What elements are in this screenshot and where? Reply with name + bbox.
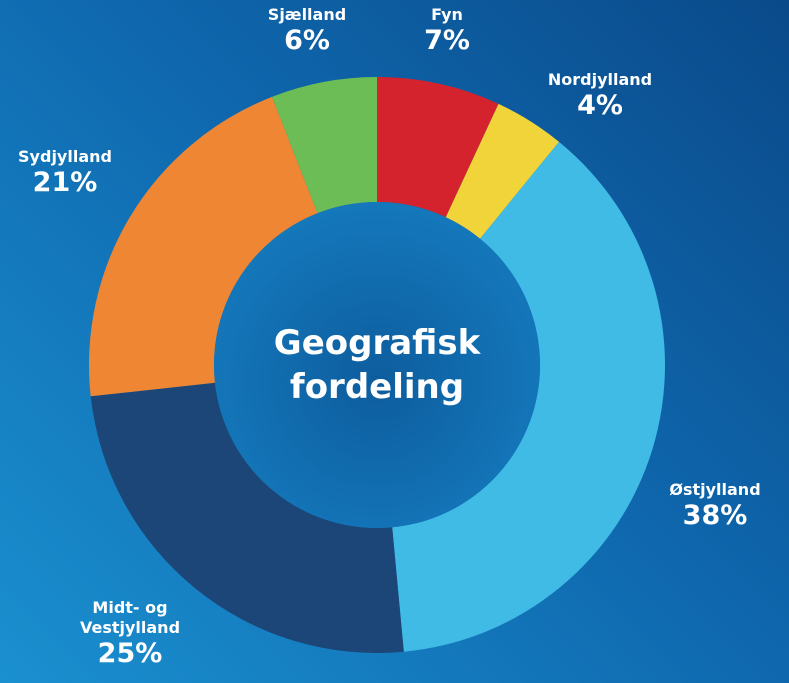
value-label: 38% xyxy=(682,500,748,531)
category-label: Midt- og Vestjylland xyxy=(79,598,181,637)
slice-label: Midt- og Vestjylland 25% xyxy=(55,598,205,670)
value-label: 4% xyxy=(577,90,623,121)
slice-label: Nordjylland 4% xyxy=(530,70,670,122)
value-label: 25% xyxy=(97,638,163,669)
slice xyxy=(445,103,560,239)
category-label: Sjælland xyxy=(267,5,347,24)
slice xyxy=(377,77,499,218)
category-label: Østjylland xyxy=(669,480,761,499)
value-label: 7% xyxy=(424,25,470,56)
value-label: 21% xyxy=(32,167,98,198)
slice xyxy=(392,141,666,652)
slice-label: Sydjylland 21% xyxy=(0,147,135,199)
chart-title: Geografisk fordeling xyxy=(273,323,481,407)
slice-label: Fyn 7% xyxy=(377,5,517,57)
donut-hole xyxy=(214,202,540,528)
category-label: Sydjylland xyxy=(18,147,112,166)
category-label: Fyn xyxy=(431,5,463,24)
slice-label: Østjylland 38% xyxy=(635,480,789,532)
slice xyxy=(271,77,377,214)
slice-label: Sjælland 6% xyxy=(237,5,377,57)
category-label: Nordjylland xyxy=(547,70,653,89)
slice xyxy=(89,96,318,397)
slice xyxy=(90,382,404,653)
value-label: 6% xyxy=(284,25,330,56)
